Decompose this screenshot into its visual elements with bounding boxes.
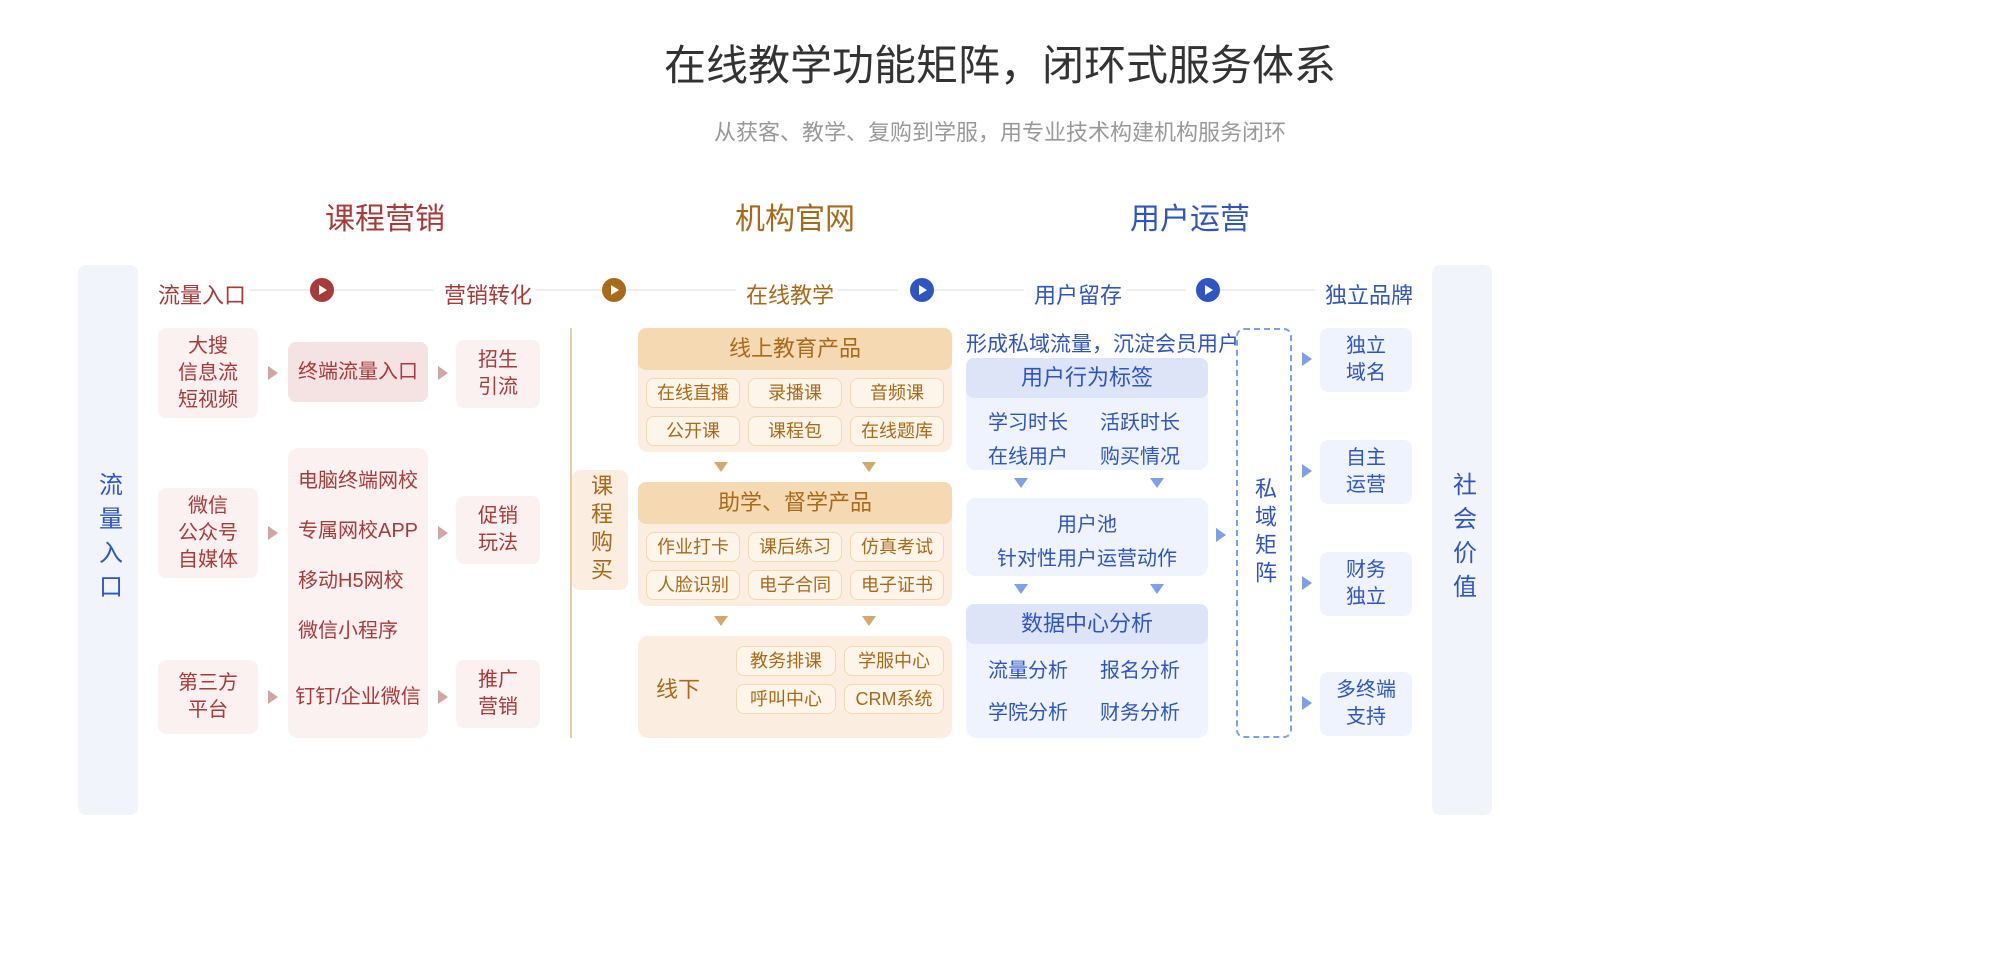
chip: 财务分析 — [1100, 696, 1180, 725]
course-buy-label: 课程购买 — [584, 474, 616, 586]
brand-b: 自主 运营 — [1320, 440, 1412, 504]
arrow-icon — [268, 366, 278, 380]
pool-sub: 针对性用户运营动作 — [966, 542, 1208, 571]
connector-line — [626, 289, 736, 291]
arrow-icon — [1302, 352, 1312, 366]
connector-line — [536, 289, 602, 291]
arrow-icon — [1302, 464, 1312, 478]
page-subtitle: 从获客、教学、复购到学服，用专业技术构建机构服务闭环 — [0, 115, 2000, 147]
offline-label: 线下 — [656, 672, 700, 704]
pool-head: 用户池 — [966, 508, 1208, 537]
section-operation: 用户运营 — [1130, 194, 1250, 238]
private-matrix-box: 私域矩阵 — [1236, 328, 1292, 738]
stage-teaching: 在线教学 — [746, 278, 834, 310]
chip: 在线用户 — [988, 440, 1068, 469]
arrow-icon — [862, 462, 876, 472]
chip: 电子合同 — [748, 570, 842, 600]
chip: 公开课 — [646, 416, 740, 446]
chip: 购买情况 — [1100, 440, 1180, 469]
chip: 仿真考试 — [850, 532, 944, 562]
arrow-icon — [862, 616, 876, 626]
arrow-icon — [268, 690, 278, 704]
arrow-icon — [438, 690, 448, 704]
connector-line — [934, 289, 1024, 291]
terminal-head: 终端流量入口 — [288, 342, 428, 402]
right-bar-label: 社会价值 — [1445, 472, 1480, 608]
terminal-item: 微信小程序 — [298, 614, 398, 643]
chip: 在线直播 — [646, 378, 740, 408]
arrow-icon — [1302, 696, 1312, 710]
assist-head: 助学、督学产品 — [638, 482, 952, 524]
arrow-icon — [714, 616, 728, 626]
brand-c: 财务 独立 — [1320, 552, 1412, 616]
connector-line — [334, 289, 434, 291]
left-bar: 流量入口 — [78, 265, 138, 815]
brand-d: 多终端 支持 — [1320, 672, 1412, 736]
terminal-item: 钉钉/企业微信 — [288, 680, 428, 709]
chip: 音频课 — [850, 378, 944, 408]
center-head: 数据中心分析 — [966, 604, 1208, 644]
chip: 在线题库 — [850, 416, 944, 446]
arrow-icon — [438, 366, 448, 380]
arrow-icon — [602, 278, 626, 302]
chip: 课后练习 — [748, 532, 842, 562]
online-head: 线上教育产品 — [638, 328, 952, 370]
stage-traffic: 流量入口 — [158, 278, 246, 310]
chip: 课程包 — [748, 416, 842, 446]
arrow-icon — [1150, 478, 1164, 488]
arrow-icon — [1302, 576, 1312, 590]
stage-brand: 独立品牌 — [1325, 278, 1413, 310]
chip: CRM系统 — [844, 684, 944, 714]
brand-a: 独立 域名 — [1320, 328, 1412, 392]
chip: 人脸识别 — [646, 570, 740, 600]
left-bar-label: 流量入口 — [91, 472, 126, 608]
traffic-source-a: 大搜 信息流 短视频 — [158, 328, 258, 418]
arrow-icon — [310, 278, 334, 302]
chip: 作业打卡 — [646, 532, 740, 562]
arrow-icon — [910, 278, 934, 302]
chip: 学服中心 — [844, 646, 944, 676]
traffic-source-b: 微信 公众号 自媒体 — [158, 488, 258, 578]
chip: 录播课 — [748, 378, 842, 408]
arrow-icon — [1150, 584, 1164, 594]
connector-line — [838, 289, 898, 291]
connector-line — [1220, 289, 1315, 291]
traffic-source-c: 第三方 平台 — [158, 660, 258, 734]
chip: 学习时长 — [988, 406, 1068, 435]
terminal-item: 专属网校APP — [298, 514, 418, 543]
connector-line — [250, 289, 310, 291]
retention-caption: 形成私域流量，沉淀会员用户 — [966, 328, 1239, 358]
connector-line — [1126, 289, 1186, 291]
conv-a: 招生 引流 — [456, 340, 540, 408]
chip: 教务排课 — [736, 646, 836, 676]
chip: 电子证书 — [850, 570, 944, 600]
terminal-item: 电脑终端网校 — [298, 464, 418, 493]
private-matrix-label: 私域矩阵 — [1248, 477, 1280, 589]
stage-conversion: 营销转化 — [444, 278, 532, 310]
chip: 流量分析 — [988, 654, 1068, 683]
page-title: 在线教学功能矩阵，闭环式服务体系 — [0, 0, 2000, 93]
right-bar: 社会价值 — [1432, 265, 1492, 815]
section-marketing: 课程营销 — [325, 194, 445, 238]
arrow-icon — [1216, 528, 1226, 542]
chip: 报名分析 — [1100, 654, 1180, 683]
arrow-icon — [438, 526, 448, 540]
conv-b: 促销 玩法 — [456, 496, 540, 564]
arrow-icon — [1014, 478, 1028, 488]
arrow-icon — [714, 462, 728, 472]
conv-c: 推广 营销 — [456, 660, 540, 728]
arrow-icon — [1014, 584, 1028, 594]
arrow-icon — [1196, 278, 1220, 302]
section-official: 机构官网 — [735, 194, 855, 238]
chip: 呼叫中心 — [736, 684, 836, 714]
stage-retention: 用户留存 — [1034, 278, 1122, 310]
terminal-item: 移动H5网校 — [298, 564, 404, 593]
chip: 活跃时长 — [1100, 406, 1180, 435]
chip: 学院分析 — [988, 696, 1068, 725]
arrow-icon — [268, 526, 278, 540]
behavior-head: 用户行为标签 — [966, 358, 1208, 398]
course-buy: 课程购买 — [572, 470, 628, 590]
